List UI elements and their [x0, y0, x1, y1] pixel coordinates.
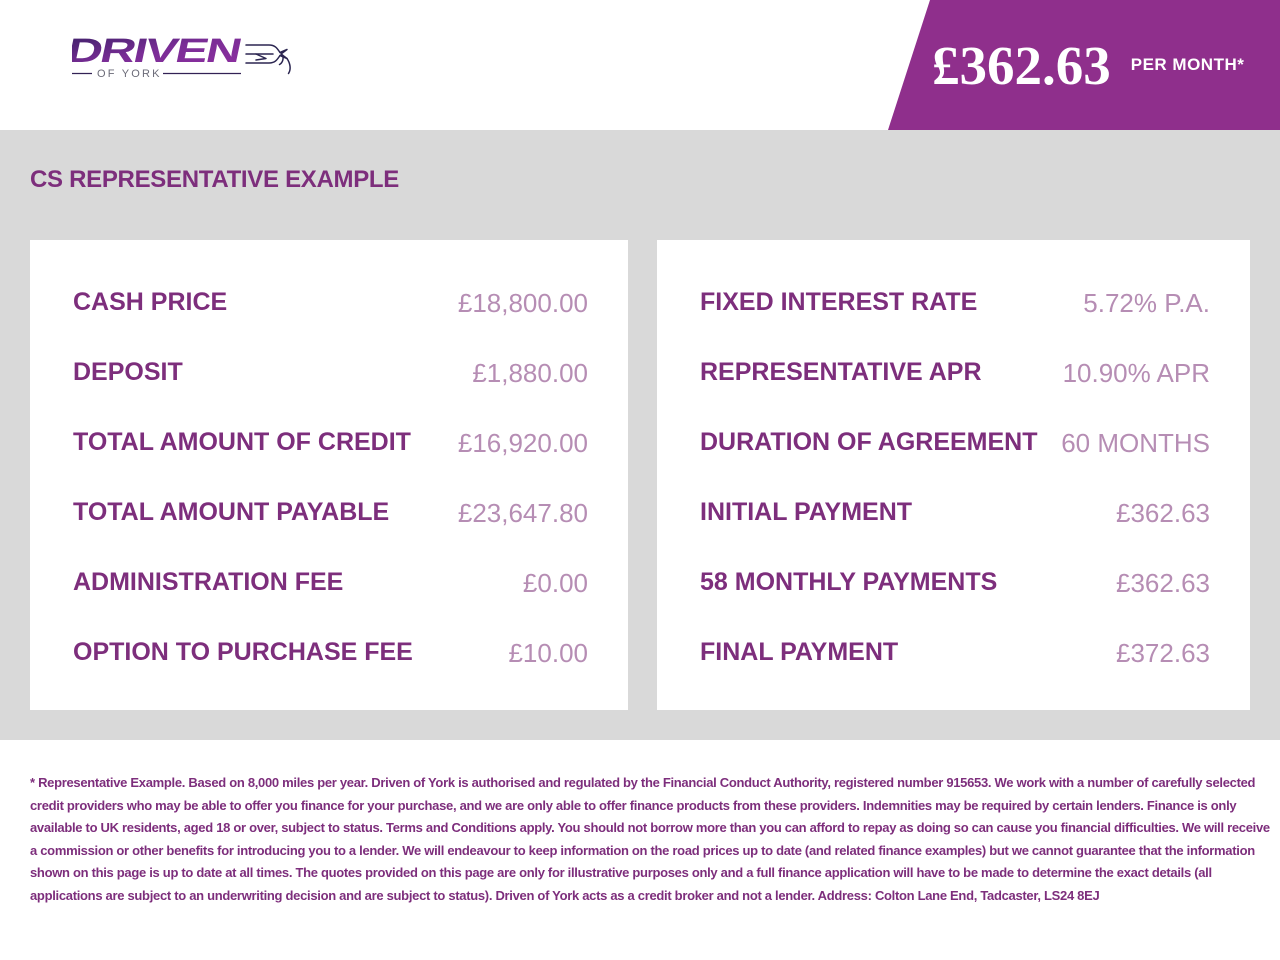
- svg-text:OF YORK: OF YORK: [97, 68, 162, 80]
- svg-text:DRIVEN: DRIVEN: [72, 32, 244, 70]
